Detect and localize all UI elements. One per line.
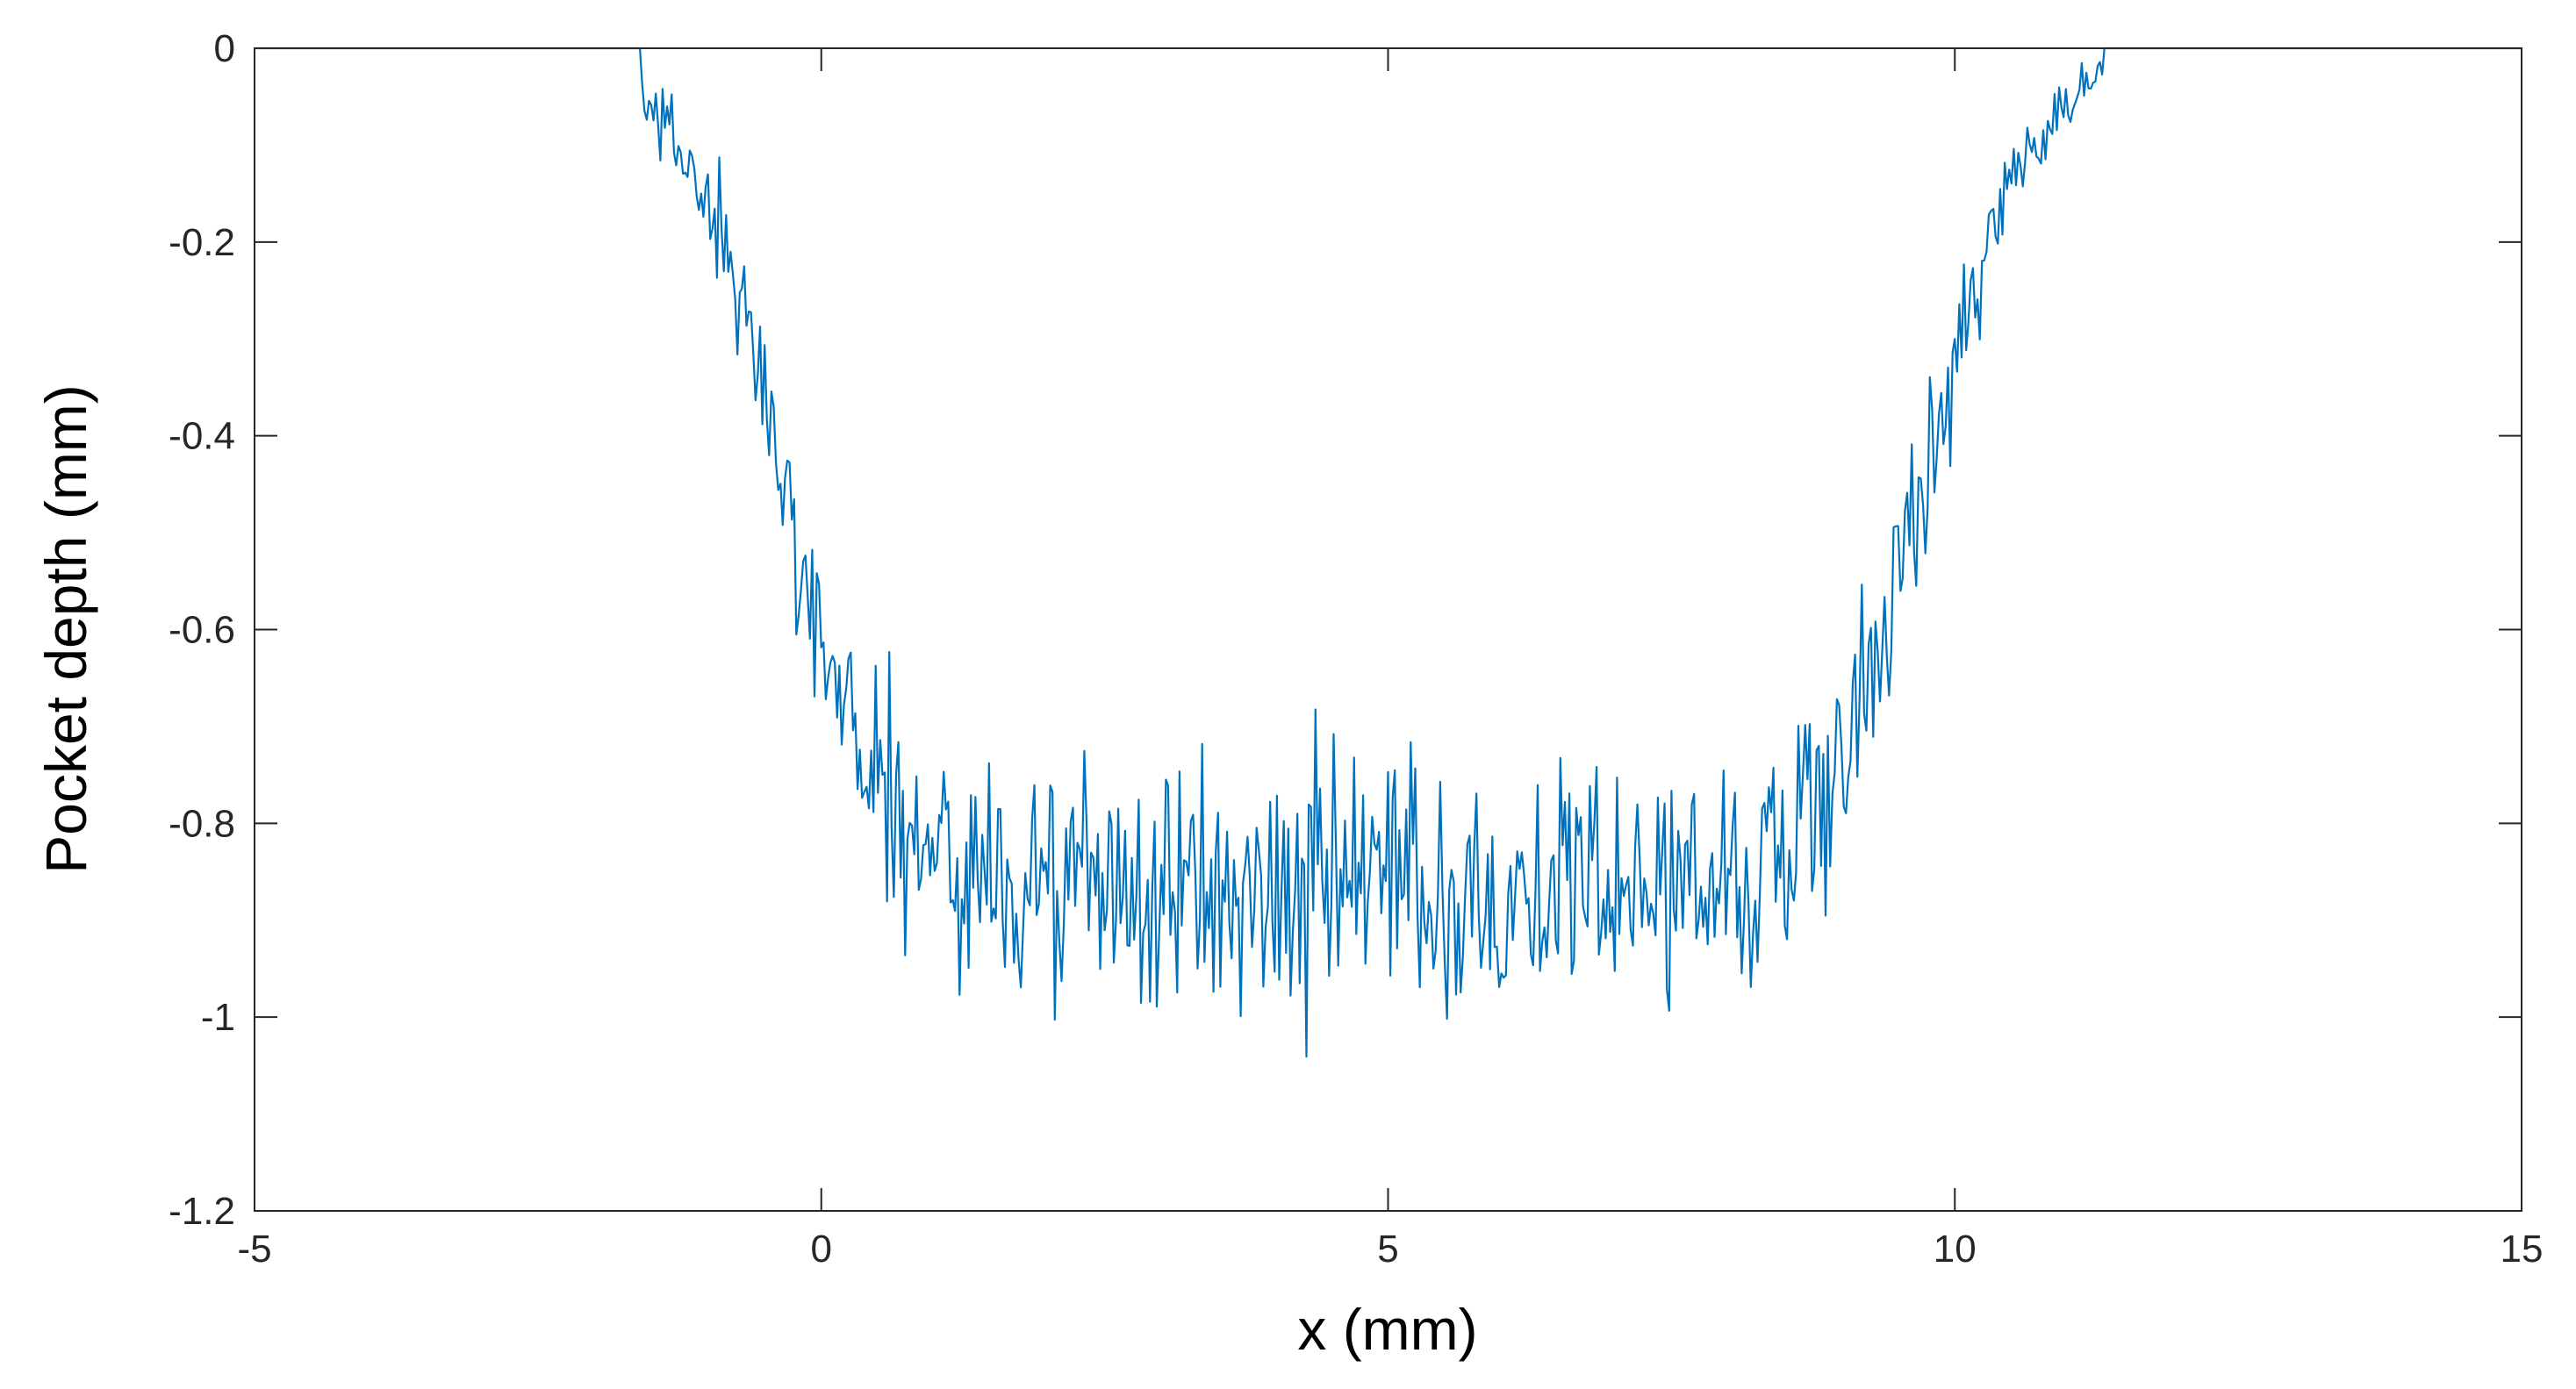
x-tick-label: 5 (1377, 1228, 1398, 1271)
y-tick-label: -1 (201, 996, 235, 1039)
x-tick-label: 10 (1934, 1228, 1977, 1271)
y-tick-label: -0.6 (169, 609, 235, 652)
y-tick-label: -1.2 (169, 1190, 235, 1233)
labels-layer: x (mm) Pocket depth (mm) (33, 384, 1478, 1362)
y-tick-label: 0 (214, 27, 235, 70)
y-tick-label: -0.2 (169, 221, 235, 264)
y-axis-title: Pocket depth (mm) (33, 384, 98, 874)
axes-layer: -5 0 5 10 15 0 -0.2 -0.4 -0.6 -0.8 -1 -1.2 (169, 27, 2543, 1271)
plot-area (255, 48, 2522, 1211)
x-axis-title: x (mm) (1297, 1297, 1477, 1362)
y-tick-label: -0.4 (169, 415, 235, 458)
x-tick-label: 15 (2501, 1228, 2544, 1271)
x-tick-label: 0 (811, 1228, 832, 1271)
x-tick-label: -5 (237, 1228, 271, 1271)
y-tick-label: -0.8 (169, 802, 235, 845)
